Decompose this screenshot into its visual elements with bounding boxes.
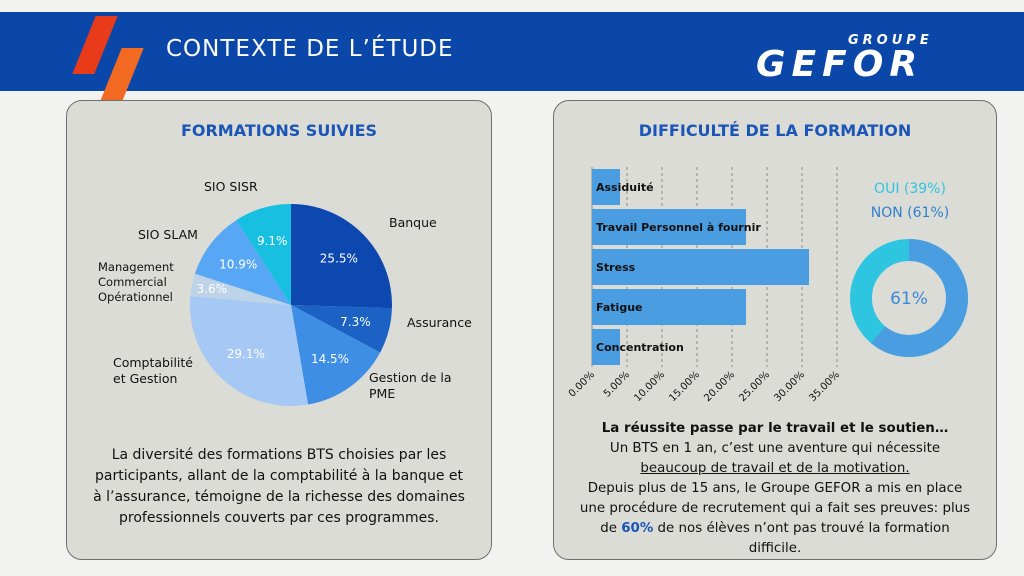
pie-slice-3 — [291, 305, 381, 405]
donut-center-label: 61% — [890, 289, 928, 309]
pie-category-label: Gestion de la PME — [369, 370, 452, 401]
formations-description: La diversité des formations BTS choisies… — [93, 447, 465, 526]
pie-percent-label: 9.1% — [257, 234, 288, 248]
pie-category-label: Management Commercial Opérationnel — [98, 260, 174, 304]
gefor-logo: GROUPE GEFOR — [756, 33, 933, 81]
pie-percent-label: 25.5% — [320, 252, 358, 266]
pie-slice-6 — [194, 220, 291, 305]
text-fragment: de nos élèves n’ont pas trouvé la format… — [653, 521, 950, 536]
bar — [592, 249, 809, 285]
pie-percent-label: 29.1% — [227, 347, 265, 361]
difficulte-bar-chart: Assiduité Travail Personnel à fournir Stre… — [567, 167, 842, 404]
difficulte-text: La réussite passe par le travail et le s… — [564, 419, 986, 559]
text-line: La réussite passe par le travail et le s… — [601, 421, 949, 436]
bar — [592, 289, 746, 325]
formations-panel: FORMATIONS SUIVIES 25.5% 7.3% 14.5% 29.1% 3.… — [66, 100, 492, 560]
logo-main-text: GEFOR — [756, 44, 923, 81]
bar — [592, 169, 620, 205]
pie-category-label: SIO SLAM — [138, 227, 198, 242]
pie-category-label: Assurance — [407, 315, 472, 330]
pie-percent-label: 3.6% — [197, 282, 228, 296]
header-bar: CONTEXTE DE L’ÉTUDE GROUPE GEFOR — [0, 12, 1024, 106]
pie-slice-4 — [190, 296, 309, 406]
formations-title: FORMATIONS SUIVIES — [180, 121, 378, 140]
text-line: Un BTS en 1 an, c’est une aventure qui n… — [609, 441, 941, 456]
difficulte-title: DIFFICULTÉ DE LA FORMATION — [638, 121, 912, 140]
pie-percent-label: 7.3% — [340, 315, 371, 329]
pie-slice-7 — [236, 204, 291, 305]
text-line: une procédure de recrutement qui a fait … — [579, 501, 971, 516]
text-line: Depuis plus de 15 ans, le Groupe GEFOR a… — [587, 481, 963, 496]
bar-category-label: Stress — [596, 261, 636, 274]
text-line: de 60% de nos élèves n’ont pas trouvé la… — [564, 519, 986, 539]
bar-category-label: Travail Personnel à fournir — [596, 221, 761, 234]
page-title: CONTEXTE DE L’ÉTUDE — [166, 36, 454, 62]
pie-slice-1 — [291, 204, 392, 309]
pie-category-label: SIO SISR — [204, 179, 258, 194]
text-line-underlined: beaucoup de travail et de la motivation. — [640, 461, 910, 476]
highlight-60: 60% — [621, 521, 654, 536]
bar-category-label: Assiduité — [596, 181, 654, 194]
bar — [592, 329, 620, 365]
difficulte-panel: DIFFICULTÉ DE LA FORMATION Assiduité Trav… — [553, 100, 997, 560]
orange-stripe-decoration — [98, 48, 144, 106]
legend-oui: OUI (39%) — [874, 181, 946, 197]
orange-stripe-decoration — [72, 16, 118, 74]
pie-category-label: Comptabilité et Gestion — [113, 355, 193, 386]
difficulte-donut-chart: OUI (39%) NON (61%) 61% — [850, 181, 968, 357]
pie-percent-label: 14.5% — [311, 352, 349, 366]
donut-segment-non — [850, 239, 968, 357]
pie-slice-5 — [190, 273, 291, 305]
formations-pie-chart: 25.5% 7.3% 14.5% 29.1% 3.6% 10.9%9.1% Banque A… — [98, 179, 472, 406]
text-line: difficile. — [748, 541, 802, 556]
logo-top-text: GROUPE — [848, 33, 933, 48]
legend-non: NON (61%) — [871, 205, 949, 221]
bar-category-label: Concentration — [596, 341, 684, 354]
pie-category-label: Banque — [389, 215, 437, 230]
bar — [592, 209, 746, 245]
pie-slice-2 — [291, 305, 392, 353]
pie-percent-label: 10.9% — [219, 257, 257, 271]
bar-category-label: Fatigue — [596, 301, 643, 314]
text-fragment: de — [600, 521, 622, 536]
